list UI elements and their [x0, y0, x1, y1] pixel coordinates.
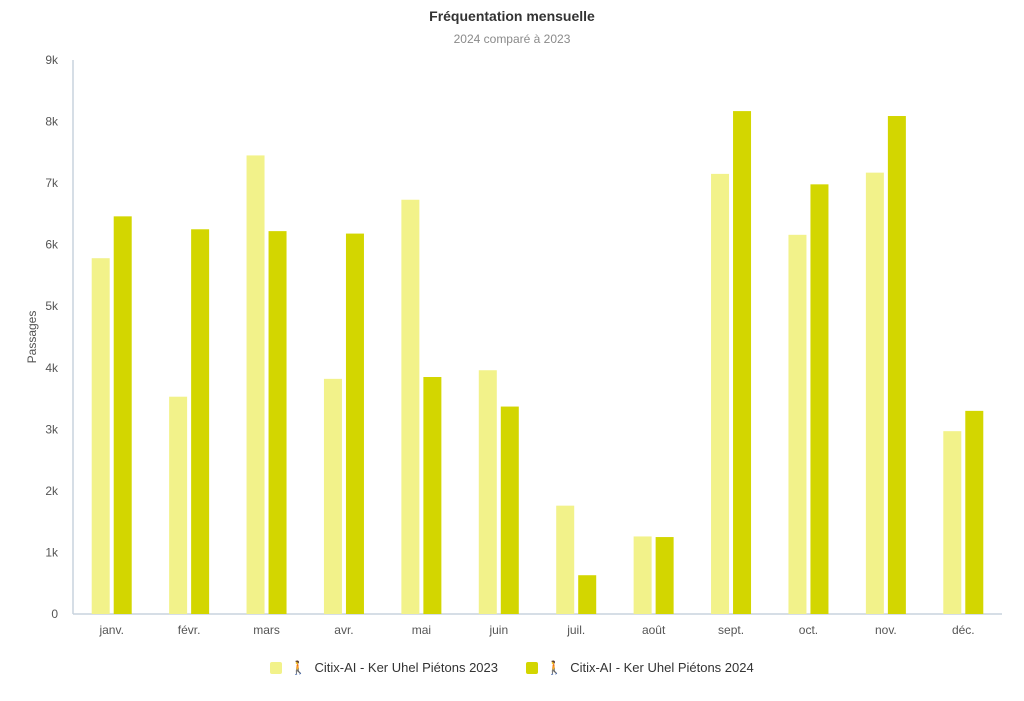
y-tick-label: 1k: [45, 545, 59, 559]
y-tick-label: 2k: [45, 484, 59, 498]
pedestrian-icon: 🚶: [290, 660, 307, 675]
bar-2024: [733, 111, 752, 614]
bar-2024: [113, 216, 132, 614]
x-tick-label: mars: [253, 623, 280, 637]
legend-item-2023[interactable]: 🚶 Citix-AI - Ker Uhel Piétons 2023: [270, 660, 498, 675]
bar-2023: [633, 536, 652, 614]
x-tick-label: avr.: [334, 623, 353, 637]
y-axis-label: Passages: [25, 311, 39, 364]
legend-label-2023: Citix-AI - Ker Uhel Piétons 2023: [314, 660, 498, 675]
bar-2024: [423, 377, 442, 614]
y-tick-label: 4k: [45, 361, 59, 375]
x-tick-label: juin: [488, 623, 508, 637]
legend-swatch-2024: [526, 661, 538, 674]
x-tick-label: oct.: [799, 623, 818, 637]
y-tick-label: 6k: [45, 238, 59, 252]
legend: 🚶 Citix-AI - Ker Uhel Piétons 2023 🚶 Cit…: [0, 660, 1024, 675]
bar-2023: [556, 505, 575, 614]
bar-2024: [268, 231, 287, 614]
y-tick-label: 9k: [45, 53, 59, 67]
y-tick-label: 0: [51, 607, 58, 621]
x-tick-label: août: [642, 623, 666, 637]
bar-2023: [478, 370, 497, 614]
chart-title: Fréquentation mensuelle: [429, 8, 595, 24]
x-tick-label: janv.: [98, 623, 123, 637]
bar-2023: [865, 172, 884, 614]
x-tick-label: févr.: [178, 623, 201, 637]
x-tick-label: mai: [412, 623, 431, 637]
bar-2023: [401, 199, 420, 614]
legend-item-2024[interactable]: 🚶 Citix-AI - Ker Uhel Piétons 2024: [526, 660, 754, 675]
x-tick-label: nov.: [875, 623, 897, 637]
chart-subtitle: 2024 comparé à 2023: [453, 32, 571, 46]
x-tick-label: juil.: [566, 623, 585, 637]
y-tick-label: 5k: [45, 299, 59, 313]
legend-swatch-2023: [270, 661, 283, 674]
x-tick-label: déc.: [952, 623, 975, 637]
bar-2023: [711, 173, 730, 614]
y-tick-label: 3k: [45, 422, 59, 436]
bar-2024: [655, 537, 674, 614]
bar-2024: [965, 410, 984, 614]
bar-2024: [887, 116, 906, 614]
bar-2024: [500, 406, 519, 614]
bar-2023: [246, 155, 265, 614]
bar-2023: [323, 378, 342, 614]
bar-2024: [578, 575, 597, 614]
y-tick-label: 7k: [45, 176, 59, 190]
bar-2023: [91, 258, 110, 614]
y-tick-label: 8k: [45, 115, 59, 129]
bar-2023: [788, 234, 807, 614]
x-tick-label: sept.: [718, 623, 744, 637]
bar-2023: [943, 431, 962, 614]
pedestrian-icon: 🚶: [546, 660, 563, 675]
legend-label-2024: Citix-AI - Ker Uhel Piétons 2024: [570, 660, 754, 675]
bar-2024: [345, 233, 364, 614]
bar-2024: [810, 184, 829, 614]
bar-2024: [191, 229, 210, 614]
bar-2023: [169, 396, 188, 614]
